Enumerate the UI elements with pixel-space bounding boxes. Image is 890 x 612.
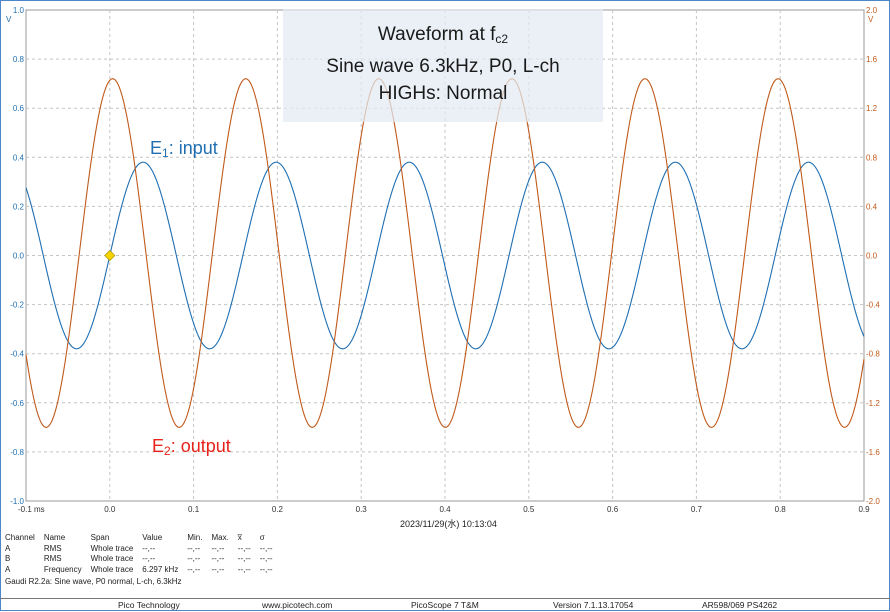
right-axis-tick-label: -1.6 [866,448,880,457]
footer-version: Version 7.1.13.17054 [553,600,634,610]
cell-channel: A [5,543,11,553]
footer-website[interactable]: www.picotech.com [262,600,333,610]
x-axis-tick-label: 0.3 [356,505,368,514]
measurement-row[interactable]: B RMS Whole trace --,-- --,-- --,-- --,-… [5,554,282,565]
cell-max: --,-- [211,564,225,574]
left-axis-tick-label: -0.6 [10,399,24,408]
cell-min: --,-- [187,554,201,563]
cell-mean: --,-- [237,564,251,574]
col-span: Span [90,533,110,542]
cell-span: Whole trace [90,543,134,553]
right-axis-tick-label: 1.6 [866,55,878,64]
right-axis-tick-label: 0.8 [866,153,878,162]
col-channel: Channel [5,533,35,542]
cell-sigma: --,-- [259,543,273,553]
left-axis-tick-label: 0.6 [13,104,25,113]
x-axis-tick-label: 0.0 [104,505,116,514]
x-axis-tick-label: 0.8 [775,505,787,514]
left-axis-tick-label: 0.2 [13,202,25,211]
trigger-marker [104,249,116,262]
info-highs-setting: HIGHs: Normal [378,83,508,104]
right-axis-tick-label: 2.0 [866,6,878,15]
measurement-row[interactable]: A RMS Whole trace --,-- --,-- --,-- --,-… [5,544,282,555]
e2-output-label: E2: output [152,436,231,458]
col-name: Name [43,533,66,542]
right-axis-tick-label: 0.0 [866,252,878,261]
capture-note: Gaudi R2.2a: Sine wave, P0 normal, L-ch,… [5,577,182,586]
cell-channel: A [5,564,11,574]
right-axis-tick-label: -0.8 [866,350,880,359]
cell-min: --,-- [187,564,201,574]
cell-value: 6.297 kHz [142,564,179,574]
left-axis-unit: V [6,15,12,24]
cell-name: Frequency [43,564,82,574]
cell-mean: --,-- [237,554,251,563]
cell-span: Whole trace [90,564,134,574]
right-axis-tick-label: -0.4 [866,301,880,310]
x-axis-tick-label: 0.9 [858,505,870,514]
left-axis-tick-label: -1.0 [10,497,24,506]
left-axis-tick-label: 0.0 [13,252,25,261]
left-axis-tick-label: -0.2 [10,301,24,310]
left-axis-tick-label: 1.0 [13,6,25,15]
capture-timestamp: 2023/11/29(水) 10:13:04 [400,519,497,529]
cell-max: --,-- [211,543,225,553]
info-signal: Sine wave 6.3kHz, P0, L-ch [326,56,560,77]
cell-min: --,-- [187,543,201,553]
left-axis-tick-label: -0.4 [10,350,24,359]
e1-input-trace [25,161,865,350]
cell-max: --,-- [211,554,225,563]
measurement-row[interactable]: A Frequency Whole trace 6.297 kHz --,-- … [5,565,282,576]
e2-output-trace [25,78,865,428]
left-axis-tick-label: 0.4 [13,153,25,162]
x-axis-tick-label: 0.2 [272,505,284,514]
footer-device: AR598/069 PS4262 [702,600,778,610]
x-axis-tick-label: 0.6 [607,505,619,514]
col-value: Value [142,533,163,542]
cell-name: RMS [43,543,62,553]
right-axis-unit: V [868,15,874,24]
x-axis-tick-label: 0.5 [523,505,535,514]
col-sigma: σ [259,533,265,542]
cell-name: RMS [43,554,62,563]
col-min: Min. [187,533,203,542]
x-axis-tick-label: 0.7 [691,505,703,514]
right-axis-tick-label: -2.0 [866,497,880,506]
cell-value: --,-- [142,543,156,553]
footer-company: Pico Technology [118,600,180,610]
right-axis-tick-label: 1.2 [866,104,878,113]
e1-input-label: E1: input [150,138,218,160]
x-axis-tick-label: 0.1 [188,505,200,514]
right-axis-tick-label: 0.4 [866,202,878,211]
measurements-table: Channel Name Span Value Min. Max. x̅ σ A… [5,533,282,575]
cell-span: Whole trace [90,554,134,563]
cell-value: --,-- [142,554,156,563]
right-axis-tick-label: -1.2 [866,399,880,408]
measurements-header-row: Channel Name Span Value Min. Max. x̅ σ [5,533,282,544]
col-max: Max. [211,533,229,542]
x-axis-tick-label: 0.4 [439,505,451,514]
cell-sigma: --,-- [259,564,273,574]
footer-product: PicoScope 7 T&M [411,600,479,610]
cell-channel: B [5,554,11,563]
status-footer: Pico Technology www.picotech.com PicoSco… [0,598,890,612]
cell-sigma: --,-- [259,554,273,563]
cell-mean: --,-- [237,543,251,553]
waveform-info-box: Waveform at fc2 Sine wave 6.3kHz, P0, L-… [283,9,603,122]
left-axis-tick-label: 0.8 [13,55,25,64]
info-title: Waveform at fc2 [377,24,509,46]
left-axis-tick-label: -0.8 [10,448,24,457]
col-mean: x̅ [237,533,242,542]
x-axis-tick-label: -0.1 ms [18,505,45,514]
